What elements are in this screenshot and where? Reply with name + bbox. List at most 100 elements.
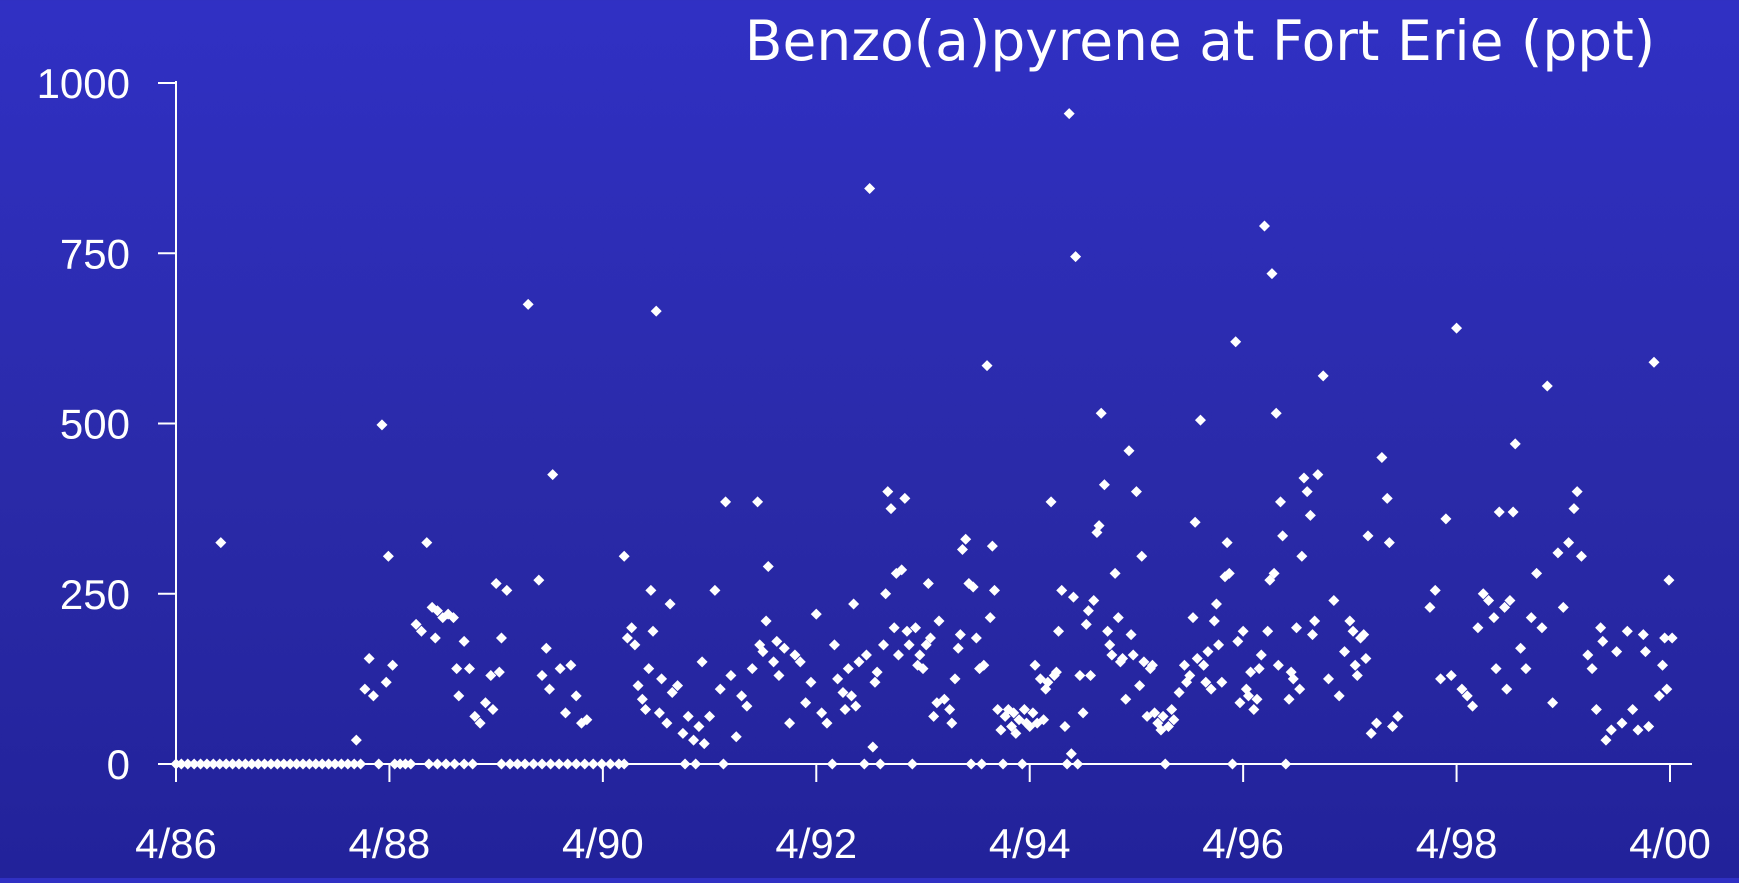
data-point xyxy=(565,659,577,671)
data-point xyxy=(367,690,379,702)
data-point xyxy=(632,680,644,692)
data-point xyxy=(1392,710,1404,722)
data-point xyxy=(629,639,641,651)
data-point xyxy=(493,666,505,678)
data-point xyxy=(1120,693,1132,705)
data-point xyxy=(917,663,929,675)
data-point xyxy=(1360,652,1372,664)
data-point xyxy=(1296,550,1308,562)
data-point xyxy=(1309,615,1321,627)
data-point xyxy=(992,704,1004,716)
data-point xyxy=(1501,683,1513,695)
data-point xyxy=(284,758,296,770)
data-point xyxy=(698,738,710,750)
data-point xyxy=(1112,612,1124,624)
x-tick-label: 4/90 xyxy=(562,820,644,867)
data-point xyxy=(1102,625,1114,637)
data-point xyxy=(704,710,716,722)
data-point xyxy=(933,615,945,627)
data-point xyxy=(545,758,557,770)
data-point xyxy=(967,581,979,593)
data-point xyxy=(431,758,443,770)
data-point xyxy=(1621,625,1633,637)
data-point xyxy=(1461,690,1473,702)
data-point xyxy=(1643,721,1655,733)
data-point xyxy=(688,734,700,746)
data-point xyxy=(1365,727,1377,739)
data-point xyxy=(380,676,392,688)
data-point xyxy=(892,649,904,661)
data-point xyxy=(1262,625,1274,637)
data-point xyxy=(1157,710,1169,722)
data-point xyxy=(536,758,548,770)
data-point xyxy=(458,758,470,770)
data-point xyxy=(451,663,463,675)
data-point xyxy=(544,683,555,695)
data-point xyxy=(490,578,502,590)
data-point xyxy=(1061,758,1073,770)
data-point xyxy=(952,642,964,654)
data-point xyxy=(826,758,838,770)
data-point xyxy=(1050,666,1062,678)
data-point xyxy=(1509,438,1521,450)
data-point xyxy=(1042,676,1054,688)
data-point xyxy=(1200,676,1212,688)
data-point xyxy=(495,632,507,644)
data-point xyxy=(653,707,665,719)
data-point xyxy=(485,669,497,681)
data-point xyxy=(1429,584,1441,596)
data-point xyxy=(259,758,271,770)
data-point xyxy=(1483,595,1495,607)
data-point xyxy=(1194,414,1206,426)
data-point xyxy=(1575,550,1587,562)
y-tick-label: 750 xyxy=(60,230,130,277)
data-point xyxy=(504,758,516,770)
data-point xyxy=(1659,632,1671,644)
data-point xyxy=(1074,669,1086,681)
data-point xyxy=(303,758,315,770)
data-point xyxy=(252,758,264,770)
data-point xyxy=(784,717,796,729)
data-point xyxy=(547,469,559,481)
y-tick-label: 250 xyxy=(60,571,130,618)
data-point xyxy=(604,758,616,770)
data-point xyxy=(1648,356,1660,368)
data-point xyxy=(1531,567,1543,579)
data-point xyxy=(423,758,435,770)
data-point xyxy=(215,537,227,549)
data-point xyxy=(527,758,539,770)
data-point xyxy=(1187,612,1199,624)
data-point xyxy=(1168,714,1180,726)
data-point xyxy=(1008,707,1020,719)
data-point xyxy=(1072,758,1084,770)
data-point xyxy=(846,690,858,702)
data-point xyxy=(860,649,872,661)
data-point xyxy=(265,758,277,770)
data-point xyxy=(348,758,360,770)
data-point xyxy=(903,639,915,651)
data-point xyxy=(1339,646,1351,658)
data-point xyxy=(201,758,213,770)
data-point xyxy=(447,612,459,624)
data-point xyxy=(1146,659,1158,671)
data-point xyxy=(1095,407,1107,419)
data-point xyxy=(553,758,565,770)
data-point xyxy=(690,758,702,770)
data-point xyxy=(387,659,399,671)
data-point xyxy=(949,673,961,685)
data-point xyxy=(869,676,881,688)
data-point xyxy=(672,680,684,692)
data-point xyxy=(1134,680,1146,692)
data-point xyxy=(373,758,385,770)
data-point xyxy=(1210,598,1222,610)
data-point xyxy=(1351,669,1363,681)
data-point xyxy=(363,652,375,664)
data-point xyxy=(1661,683,1673,695)
data-point xyxy=(297,758,309,770)
data-point xyxy=(636,693,648,705)
data-point xyxy=(1184,669,1196,681)
data-point xyxy=(533,574,545,586)
data-point xyxy=(839,704,851,716)
data-point xyxy=(976,758,988,770)
data-point xyxy=(495,758,507,770)
